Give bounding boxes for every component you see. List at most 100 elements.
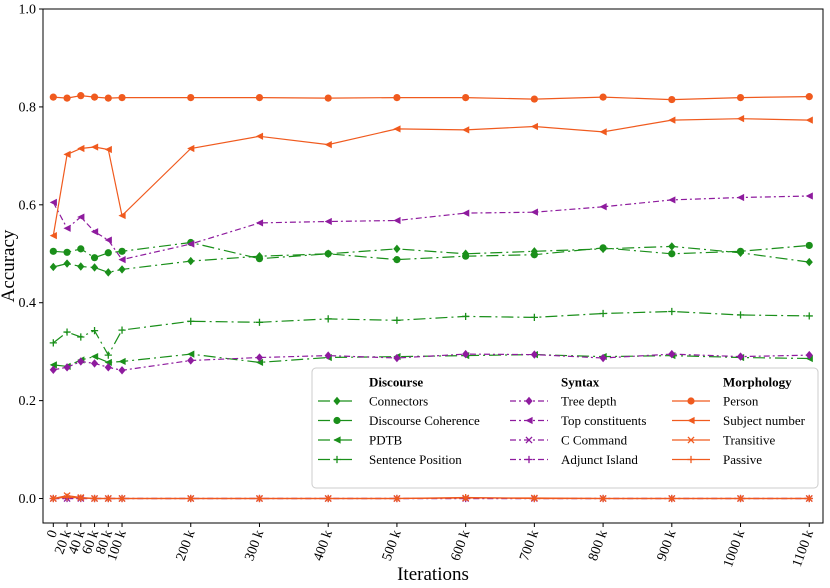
data-point-person [599,93,607,101]
data-point-tree-depth [255,353,264,362]
data-point-subject-number [530,122,538,131]
data-point-sentence-position [118,326,126,334]
legend-marker-c-command [525,436,533,444]
y-tick-label: 1.0 [19,3,37,18]
data-point-sentence-position [324,315,332,323]
data-point-sentence-position [805,312,813,320]
data-point-sentence-position [104,351,112,359]
data-point-passive [90,494,99,503]
legend-marker-connectors [333,396,341,406]
data-point-top-constituents [255,219,264,227]
legend-marker-adjunct-island [525,455,533,464]
data-point-sentence-position [90,327,99,335]
series-line-person [53,94,810,101]
legend-marker-subject-number [687,416,695,425]
data-point-sentence-position [49,339,57,347]
data-point-passive [77,494,85,502]
data-point-pdtb [90,352,99,361]
data-point-subject-number [90,143,99,151]
data-point-tree-depth [736,352,745,361]
data-point-top-constituents [805,192,813,200]
data-point-connectors [90,263,99,272]
data-point-connectors [63,259,71,268]
x-tick-label: 600 k [448,528,473,563]
legend-label-passive: Passive [723,452,762,467]
data-point-sentence-position [255,318,264,326]
legend-marker-passive [687,455,695,464]
data-point-passive [462,493,470,502]
data-point-top-constituents [49,198,57,206]
plot-frame [42,8,824,524]
y-axis-ticks: 0.0 0.2 0.4 0.6 0.8 1.0 [19,3,43,507]
x-tick-label: 1100 k [790,528,817,569]
x-axis-title: Iterations [397,564,469,585]
data-point-person [324,94,332,102]
data-point-pdtb [49,361,57,369]
data-point-subject-number [324,140,332,149]
data-point-discourse-coherence [255,255,264,263]
data-point-person [90,93,99,101]
data-point-sentence-position [187,317,195,325]
data-point-subject-number [63,150,71,158]
data-point-tree-depth [805,350,813,360]
data-point-sentence-position [599,309,607,318]
data-point-subject-number [255,132,264,140]
data-point-subject-number [104,145,112,154]
data-point-discourse-coherence [599,244,607,252]
data-point-discourse-coherence [393,256,401,264]
data-point-sentence-position [668,307,676,316]
data-point-person [63,94,71,102]
data-point-pdtb [255,358,264,367]
series-layer [49,92,813,503]
legend-marker-tree-depth [525,396,533,406]
data-point-top-constituents [668,196,676,204]
series-line-top-constituents [52,195,810,261]
data-point-subject-number [118,211,126,220]
data-point-tree-depth [668,349,676,359]
data-point-subject-number [668,116,676,124]
x-tick-label: 0 [45,528,61,540]
series-line-discourse-coherence [53,241,810,261]
legend-marker-transitive [687,436,695,444]
y-tick-label: 0.4 [19,296,37,311]
data-point-person [255,94,264,102]
data-point-connectors [668,242,676,251]
legend-heading-morphology: Morphology [723,375,792,390]
series-pdtb [49,350,813,370]
legend-label-adjunct-island: Adjunct Island [561,452,638,467]
data-point-discourse-coherence [530,251,538,259]
data-point-subject-number [805,116,813,124]
data-point-passive [805,494,813,503]
data-point-top-constituents [63,224,71,232]
data-point-top-constituents [118,256,126,264]
data-point-subject-number [736,115,745,123]
data-point-person [104,94,112,102]
legend-label-c-command: C Command [561,433,628,448]
data-point-pdtb [118,357,126,366]
legend-label-tree-depth: Tree depth [561,394,617,409]
data-point-discourse-coherence [63,248,71,256]
series-line-tree-depth [53,353,810,371]
legend-label-pdtb: PDTB [369,433,403,448]
data-point-discourse-coherence [324,250,332,258]
data-point-tree-depth [63,363,71,372]
data-point-person [736,94,745,102]
series-line-pdtb [53,353,810,368]
data-point-subject-number [77,144,85,153]
data-point-person [118,94,126,102]
data-point-passive [668,494,676,503]
legend-label-connectors: Connectors [369,394,428,409]
data-point-top-constituents [530,208,538,216]
series-tree-depth [49,349,813,375]
data-point-tree-depth [599,353,607,363]
data-point-subject-number [462,126,470,134]
x-tick-label: 900 k [655,528,680,563]
data-point-top-constituents [599,203,607,211]
x-tick-label: 800 k [586,528,611,563]
data-point-connectors [393,244,401,254]
series-connectors [49,242,813,277]
data-point-tree-depth [77,357,85,366]
legend: Discourse Connectors Discourse Coherence PD… [311,367,819,489]
data-point-top-constituents [187,240,195,248]
